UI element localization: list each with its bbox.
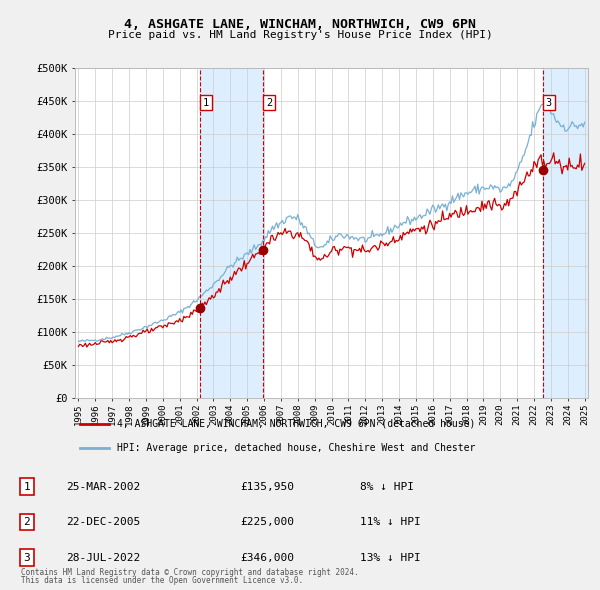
Text: HPI: Average price, detached house, Cheshire West and Chester: HPI: Average price, detached house, Ches…	[117, 442, 475, 453]
Text: 28-JUL-2022: 28-JUL-2022	[66, 553, 140, 562]
Text: 11% ↓ HPI: 11% ↓ HPI	[360, 517, 421, 527]
Bar	[200, 68, 263, 398]
Text: 4, ASHGATE LANE, WINCHAM, NORTHWICH, CW9 6PN (detached house): 4, ASHGATE LANE, WINCHAM, NORTHWICH, CW9…	[117, 419, 475, 429]
Text: 1: 1	[203, 97, 209, 107]
Text: This data is licensed under the Open Government Licence v3.0.: This data is licensed under the Open Gov…	[21, 576, 303, 585]
Text: £135,950: £135,950	[240, 482, 294, 491]
Text: 13% ↓ HPI: 13% ↓ HPI	[360, 553, 421, 562]
Text: 1: 1	[23, 482, 31, 491]
Text: 3: 3	[23, 553, 31, 562]
Text: Contains HM Land Registry data © Crown copyright and database right 2024.: Contains HM Land Registry data © Crown c…	[21, 568, 359, 577]
Text: 2: 2	[266, 97, 272, 107]
Text: 4, ASHGATE LANE, WINCHAM, NORTHWICH, CW9 6PN: 4, ASHGATE LANE, WINCHAM, NORTHWICH, CW9…	[124, 18, 476, 31]
Text: 3: 3	[546, 97, 552, 107]
Text: Price paid vs. HM Land Registry's House Price Index (HPI): Price paid vs. HM Land Registry's House …	[107, 30, 493, 40]
Text: £346,000: £346,000	[240, 553, 294, 562]
Bar	[543, 68, 590, 398]
Text: 22-DEC-2005: 22-DEC-2005	[66, 517, 140, 527]
Text: £225,000: £225,000	[240, 517, 294, 527]
Text: 2: 2	[23, 517, 31, 527]
Text: 25-MAR-2002: 25-MAR-2002	[66, 482, 140, 491]
Text: 8% ↓ HPI: 8% ↓ HPI	[360, 482, 414, 491]
